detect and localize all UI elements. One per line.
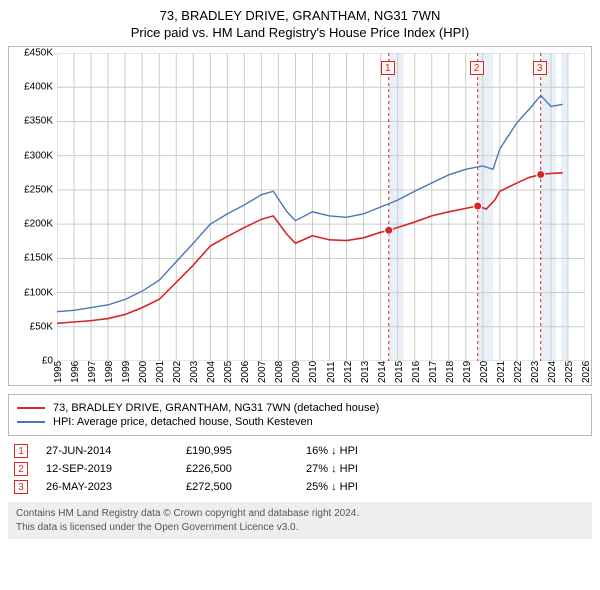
sales-row: 1 27-JUN-2014£190,99516% ↓ HPI xyxy=(8,442,592,460)
legend: 73, BRADLEY DRIVE, GRANTHAM, NG31 7WN (d… xyxy=(8,394,592,436)
x-tick-label: 2001 xyxy=(155,361,157,383)
x-tick-label: 2000 xyxy=(138,361,140,383)
sales-diff: 25% ↓ HPI xyxy=(306,481,446,493)
sales-num-box: 3 xyxy=(14,480,28,494)
plot-svg xyxy=(57,53,585,361)
x-tick-label: 2006 xyxy=(240,361,242,383)
x-tick-label: 2021 xyxy=(496,361,498,383)
x-axis: 1995199619971998199920002001200220032004… xyxy=(57,361,585,385)
legend-swatch xyxy=(17,421,45,423)
x-tick-label: 2017 xyxy=(428,361,430,383)
x-tick-label: 1998 xyxy=(104,361,106,383)
y-tick-label: £450K xyxy=(24,48,53,59)
legend-swatch xyxy=(17,407,45,409)
plot-area: 123 xyxy=(57,53,585,361)
x-tick-label: 2015 xyxy=(394,361,396,383)
sales-num-box: 2 xyxy=(14,462,28,476)
title-subtitle: Price paid vs. HM Land Registry's House … xyxy=(8,25,592,40)
sales-diff: 27% ↓ HPI xyxy=(306,463,446,475)
sales-date: 12-SEP-2019 xyxy=(46,463,186,475)
y-tick-label: £300K xyxy=(24,150,53,161)
x-tick-label: 2016 xyxy=(411,361,413,383)
y-axis: £0£50K£100K£150K£200K£250K£300K£350K£400… xyxy=(9,47,57,361)
y-tick-label: £400K xyxy=(24,82,53,93)
x-tick-label: 2020 xyxy=(479,361,481,383)
x-tick-label: 2009 xyxy=(291,361,293,383)
x-tick-label: 2023 xyxy=(530,361,532,383)
legend-item: 73, BRADLEY DRIVE, GRANTHAM, NG31 7WN (d… xyxy=(17,401,583,415)
x-tick-label: 2014 xyxy=(377,361,379,383)
legend-item: HPI: Average price, detached house, Sout… xyxy=(17,415,583,429)
x-tick-label: 2005 xyxy=(223,361,225,383)
sales-price: £272,500 xyxy=(186,481,306,493)
x-tick-label: 2011 xyxy=(326,361,328,383)
chart: £0 £50K £100K £150K £200K £250K £300K £350K £400… xyxy=(8,46,592,386)
sales-table: 1 27-JUN-2014£190,99516% ↓ HPI 2 12-SEP-201… xyxy=(8,442,592,496)
x-tick-label: 2012 xyxy=(343,361,345,383)
x-tick-label: 2007 xyxy=(257,361,259,383)
x-tick-label: 2004 xyxy=(206,361,208,383)
title-address: 73, BRADLEY DRIVE, GRANTHAM, NG31 7WN xyxy=(8,8,592,23)
x-tick-label: 2026 xyxy=(581,361,583,383)
title-block: 73, BRADLEY DRIVE, GRANTHAM, NG31 7WN Pr… xyxy=(8,8,592,40)
x-tick-label: 1996 xyxy=(70,361,72,383)
sales-price: £190,995 xyxy=(186,445,306,457)
y-tick-label: £200K xyxy=(24,219,53,230)
x-tick-label: 2002 xyxy=(172,361,174,383)
footer-line2: This data is licensed under the Open Gov… xyxy=(16,521,584,535)
x-tick-label: 2013 xyxy=(360,361,362,383)
x-tick-label: 2022 xyxy=(513,361,515,383)
y-tick-label: £100K xyxy=(24,287,53,298)
legend-label: HPI: Average price, detached house, Sout… xyxy=(53,416,313,428)
x-tick-label: 1995 xyxy=(53,361,55,383)
y-tick-label: £150K xyxy=(24,253,53,264)
x-tick-label: 2008 xyxy=(274,361,276,383)
x-tick-label: 2018 xyxy=(445,361,447,383)
sales-row: 3 26-MAY-2023£272,50025% ↓ HPI xyxy=(8,478,592,496)
x-tick-label: 1997 xyxy=(87,361,89,383)
footer-line1: Contains HM Land Registry data © Crown c… xyxy=(16,507,584,521)
x-tick-label: 2010 xyxy=(308,361,310,383)
x-tick-label: 2025 xyxy=(564,361,566,383)
sales-diff: 16% ↓ HPI xyxy=(306,445,446,457)
sales-price: £226,500 xyxy=(186,463,306,475)
y-tick-label: £50K xyxy=(30,321,53,332)
y-tick-label: £350K xyxy=(24,116,53,127)
sales-date: 26-MAY-2023 xyxy=(46,481,186,493)
x-tick-label: 2019 xyxy=(462,361,464,383)
y-tick-label: £250K xyxy=(24,184,53,195)
footer: Contains HM Land Registry data © Crown c… xyxy=(8,502,592,539)
chart-container: 73, BRADLEY DRIVE, GRANTHAM, NG31 7WN Pr… xyxy=(0,0,600,543)
sales-num-box: 1 xyxy=(14,444,28,458)
sales-date: 27-JUN-2014 xyxy=(46,445,186,457)
y-tick-label: £0 xyxy=(42,356,53,367)
x-tick-label: 2003 xyxy=(189,361,191,383)
x-tick-label: 1999 xyxy=(121,361,123,383)
sales-row: 2 12-SEP-2019£226,50027% ↓ HPI xyxy=(8,460,592,478)
legend-label: 73, BRADLEY DRIVE, GRANTHAM, NG31 7WN (d… xyxy=(53,402,379,414)
x-tick-label: 2024 xyxy=(547,361,549,383)
